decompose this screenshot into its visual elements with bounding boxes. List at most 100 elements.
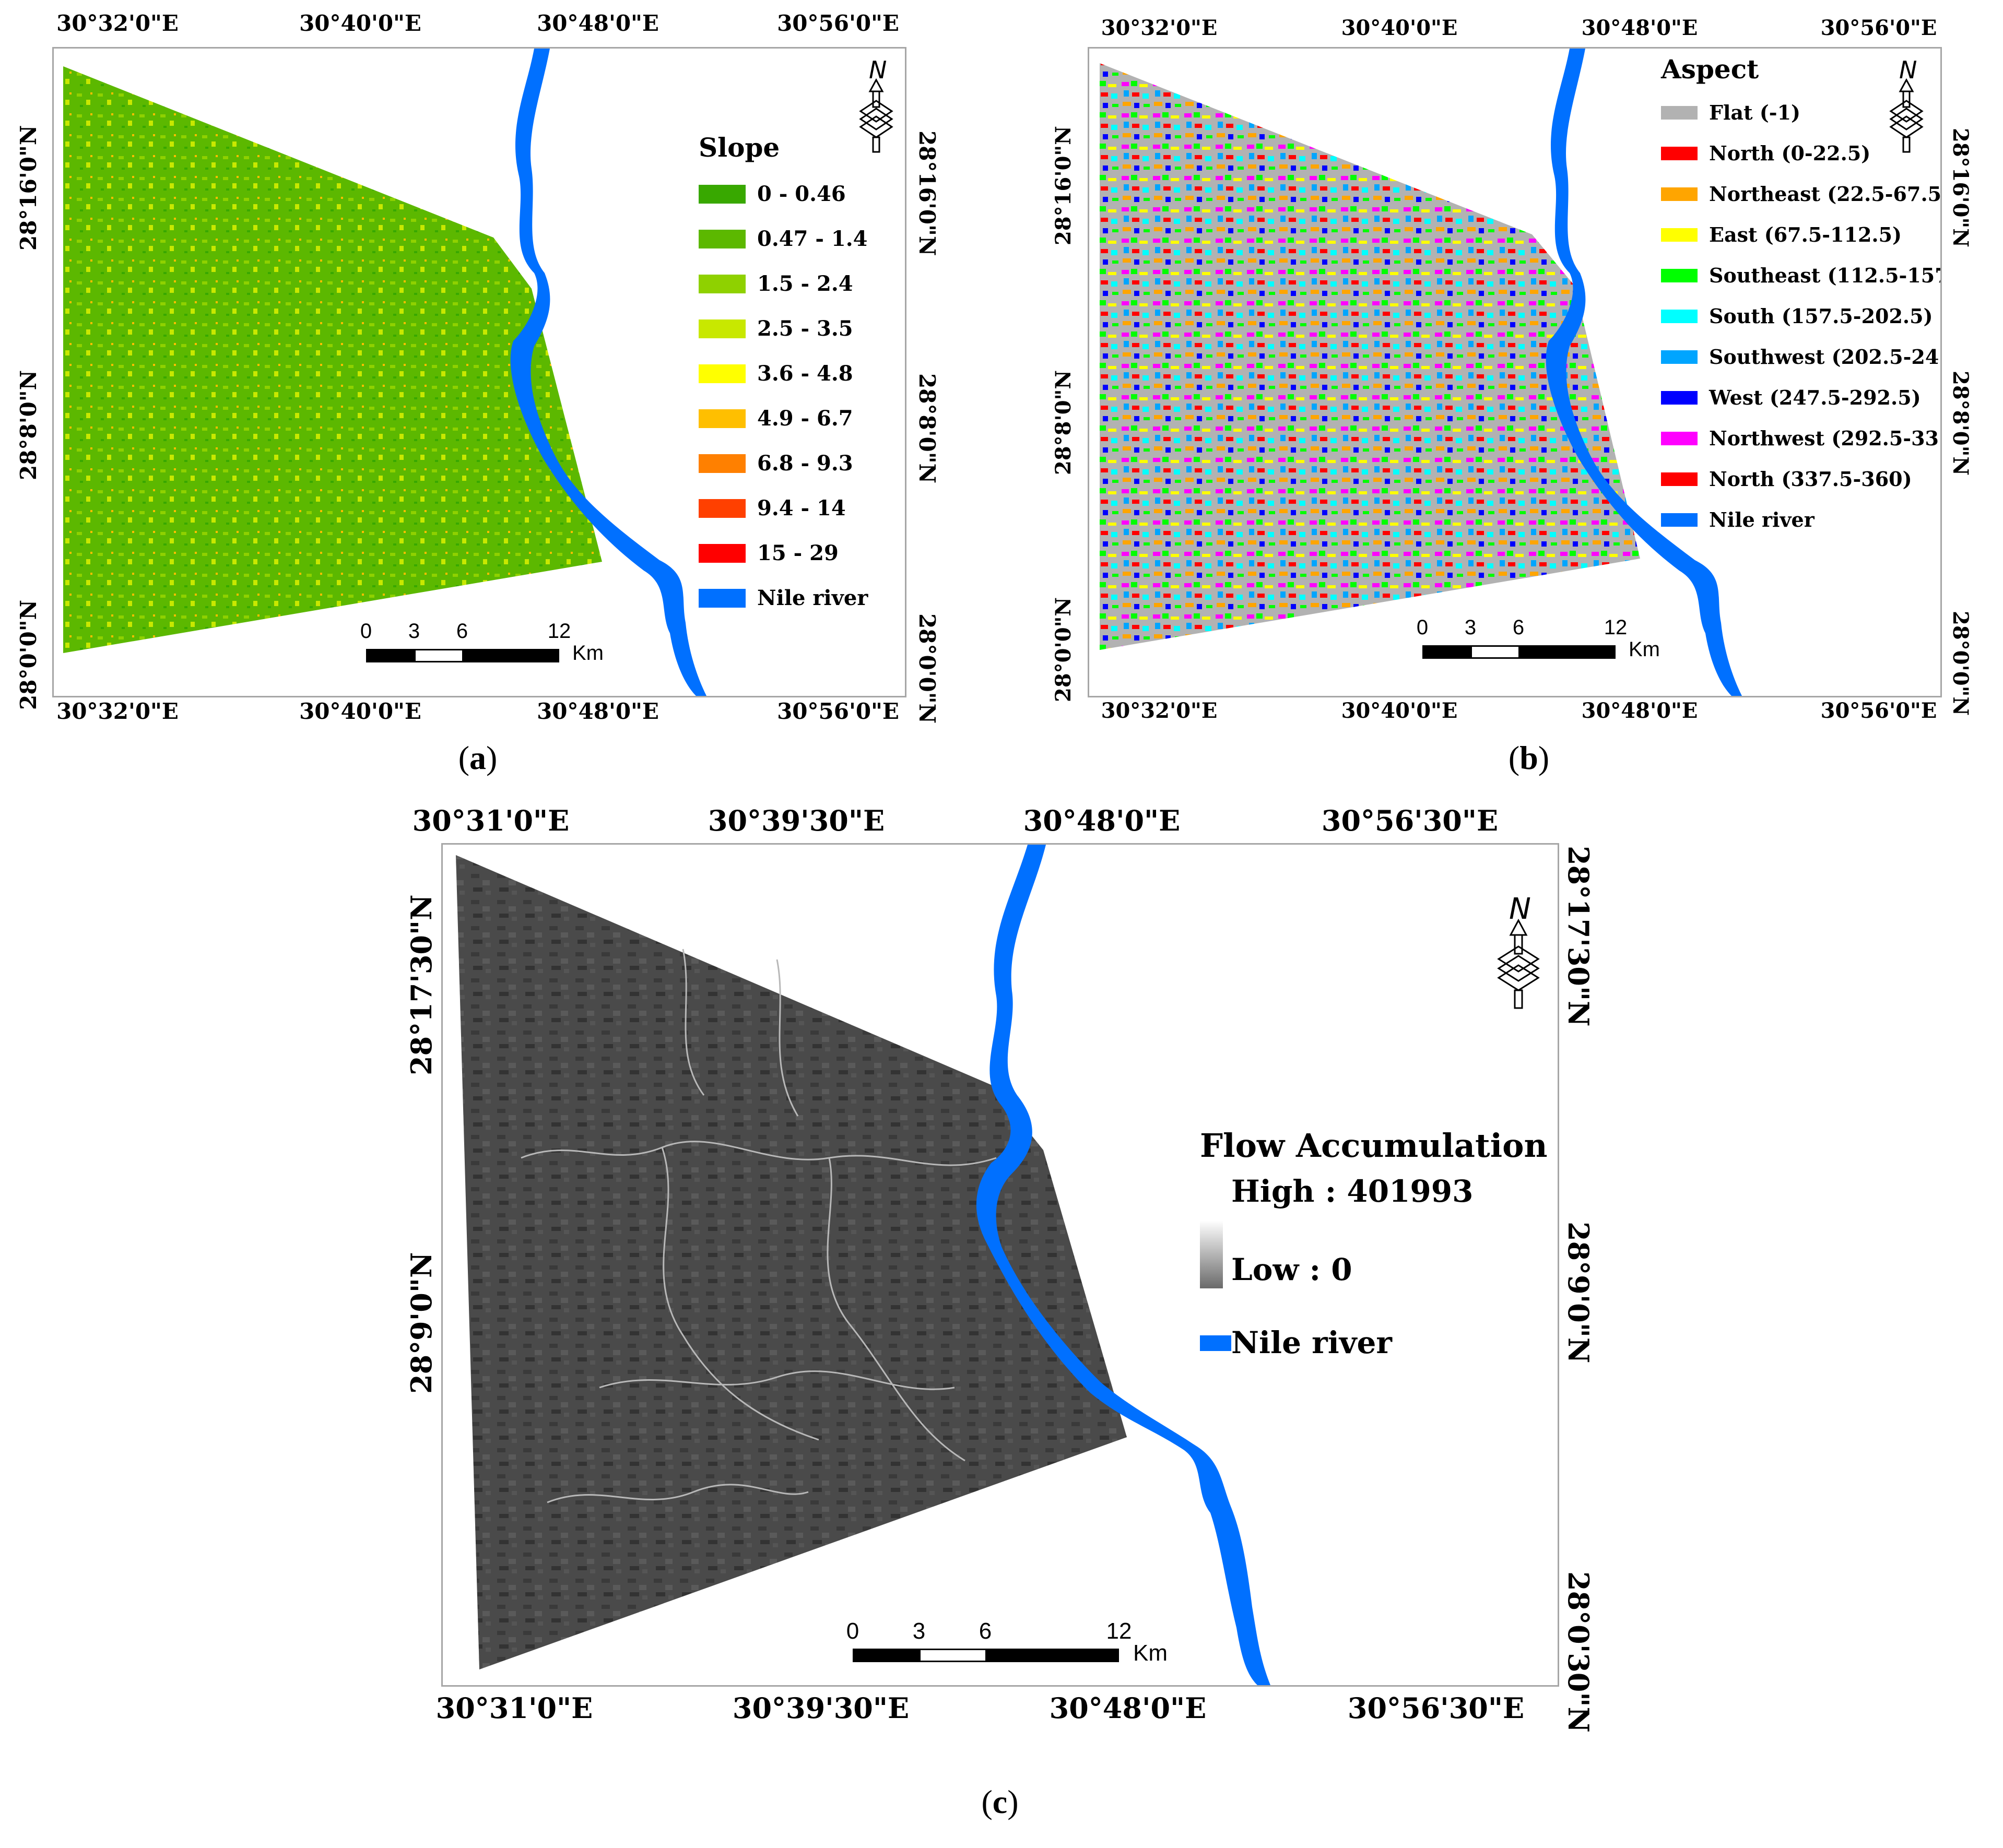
north-label: N [869, 56, 887, 84]
scale-label-0: 0 [1416, 616, 1429, 639]
left-tick: 28°8'0"N [16, 370, 41, 480]
north-arrow-b: N [1886, 56, 1927, 153]
nile-river-c [976, 845, 1270, 1685]
panel-c: N Flow Accumulation High : 401993 Low : … [0, 793, 2003, 1848]
legend-swatch [1661, 431, 1698, 445]
legend-item: 0 - 0.46 [699, 182, 846, 206]
bottom-tick: 30°56'30"E [1347, 1691, 1525, 1725]
legend-item: North (337.5-360) [1661, 467, 1912, 491]
scale-label-6: 6 [456, 620, 468, 643]
left-tick: 28°0'0"N [16, 599, 41, 710]
top-tick: 30°48'0"E [537, 10, 659, 36]
legend-label: 15 - 29 [757, 541, 839, 565]
legend-label: Northwest (292.5-337.5) [1709, 427, 1940, 450]
map-frame-c: N Flow Accumulation High : 401993 Low : … [441, 843, 1559, 1687]
bottom-tick: 30°31'0"E [435, 1691, 593, 1725]
caption-a: (a) [458, 739, 498, 776]
right-tick: 28°0'0"N [914, 613, 940, 724]
legend-swatch [1661, 390, 1698, 405]
right-tick: 28°16'0"N [914, 131, 940, 256]
north-arrow-icon [1889, 78, 1924, 153]
legend-label: 4.9 - 6.7 [757, 406, 853, 431]
legend-label: North (337.5-360) [1709, 467, 1912, 491]
legend-swatch [1661, 228, 1698, 242]
top-tick: 30°40'0"E [299, 10, 421, 36]
scale-label-6: 6 [1512, 616, 1525, 639]
top-tick: 30°56'0"E [777, 10, 899, 36]
legend-label: 6.8 - 9.3 [757, 451, 853, 476]
legend-title: Aspect [1661, 54, 1759, 85]
right-tick: 28°0'30"N [1562, 1571, 1595, 1733]
right-tick: 28°8'0"N [1948, 371, 1973, 476]
map-frame-a: N Slope 0 - 0.46 0.47 - 1.4 1.5 - 2.4 2.5 -… [52, 47, 906, 697]
top-tick: 30°56'30"E [1321, 804, 1499, 837]
legend-label: Southeast (112.5-157.5) [1709, 264, 1940, 287]
legend-item: Northeast (22.5-67.5) [1661, 182, 1940, 206]
legend-label: South (157.5-202.5) [1709, 304, 1933, 328]
slope-legend: Slope 0 - 0.46 0.47 - 1.4 1.5 - 2.4 2.5 - 3… [699, 132, 897, 654]
legend-swatch [699, 184, 746, 204]
legend-label: West (247.5-292.5) [1709, 386, 1921, 409]
legend-item: Southeast (112.5-157.5) [1661, 264, 1940, 287]
legend-title: Flow Accumulation [1200, 1127, 1548, 1165]
caption-b: (b) [1508, 739, 1550, 776]
scale-label-3: 3 [912, 1618, 926, 1644]
scale-label-3: 3 [408, 620, 420, 643]
flow-accumulation-map [456, 845, 1270, 1685]
legend-item: North (0-22.5) [1661, 141, 1870, 165]
scale-unit: Km [1133, 1640, 1168, 1666]
north-arrow-icon [859, 78, 893, 153]
legend-swatch [699, 229, 746, 248]
legend-item: East (67.5-112.5) [1661, 223, 1902, 246]
legend-high: High : 401993 [1231, 1174, 1474, 1209]
left-tick: 28°0'0"N [1051, 597, 1076, 702]
legend-swatch [699, 364, 746, 383]
left-tick: 28°9'0"N [405, 1252, 438, 1394]
legend-title: Slope [699, 132, 780, 163]
legend-label: 0 - 0.46 [757, 182, 846, 206]
top-tick: 30°48'0"E [1581, 16, 1698, 40]
right-tick: 28°0'0"N [1948, 611, 1973, 716]
legend-swatch [1661, 350, 1698, 364]
legend-swatch [699, 319, 746, 338]
top-tick: 30°32'0"E [56, 10, 179, 36]
legend-item: 4.9 - 6.7 [699, 406, 853, 431]
legend-item: 15 - 29 [699, 541, 839, 565]
bottom-tick: 30°32'0"E [1101, 698, 1218, 723]
nile-river-b [1546, 49, 1742, 696]
left-tick: 28°8'0"N [1051, 370, 1076, 475]
legend-label: 3.6 - 4.8 [757, 361, 853, 386]
bottom-tick: 30°56'0"E [1820, 698, 1937, 723]
bottom-tick: 30°48'0"E [1581, 698, 1698, 723]
scale-bar-c: 0 3 6 12 Km [846, 1618, 1168, 1666]
gradient-ramp [1200, 1221, 1223, 1288]
top-tick: 30°48'0"E [1023, 804, 1181, 837]
legend-item: Southwest (202.5-247.5) [1661, 345, 1940, 369]
caption-c: (c) [981, 1783, 1019, 1820]
aspect-map [1100, 49, 1742, 696]
left-tick: 28°16'0"N [16, 125, 41, 251]
north-arrow-c: N [1492, 892, 1545, 1009]
legend-item: Northwest (292.5-337.5) [1661, 427, 1940, 450]
legend-swatch [1661, 105, 1698, 120]
legend-label: Southwest (202.5-247.5) [1709, 345, 1940, 369]
scale-unit: Km [572, 642, 604, 665]
legend-label: 1.5 - 2.4 [757, 271, 853, 296]
flow-legend: Flow Accumulation High : 401993 Low : 0 … [1200, 1127, 1548, 1398]
bottom-tick: 30°56'0"E [777, 698, 899, 724]
legend-river-label: Nile river [1231, 1325, 1392, 1360]
top-tick: 30°32'0"E [1101, 16, 1218, 40]
legend-swatch [699, 543, 746, 563]
legend-river-swatch [1200, 1335, 1231, 1351]
legend-item: 9.4 - 14 [699, 496, 846, 520]
scale-label-6: 6 [979, 1618, 992, 1644]
legend-label: 0.47 - 1.4 [757, 227, 868, 251]
flow-area [456, 855, 1127, 1669]
legend-item: 1.5 - 2.4 [699, 271, 853, 296]
legend-item: West (247.5-292.5) [1661, 386, 1921, 409]
scale-bar-b: 0 3 6 12 Km [1417, 616, 1660, 661]
legend-swatch [1661, 268, 1698, 282]
panel-b: N Aspect Flat (-1) North (0-22.5) Northeas… [1002, 0, 2003, 793]
scale-label-12: 12 [1604, 616, 1628, 639]
scale-label-0: 0 [846, 1618, 859, 1644]
